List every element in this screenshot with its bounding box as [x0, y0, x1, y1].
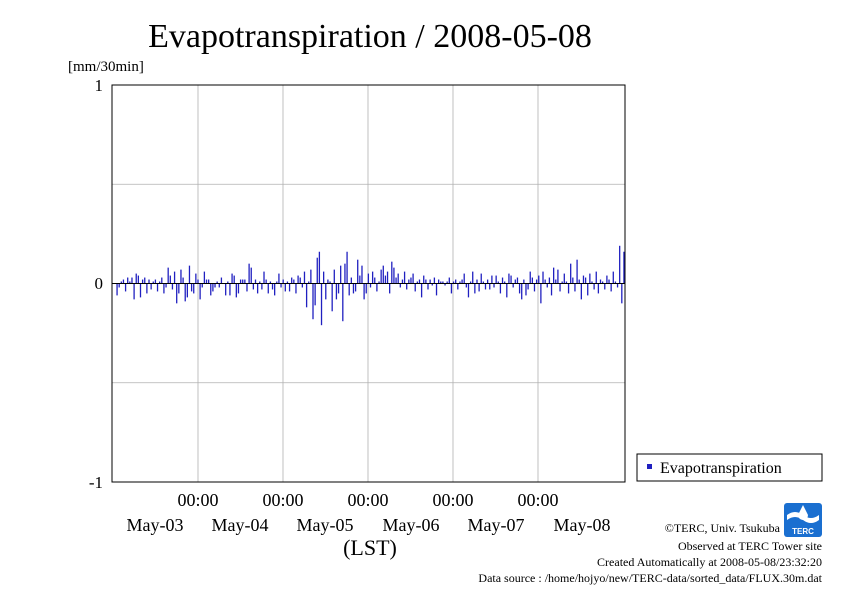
x-date-label-4: May-06 — [383, 515, 440, 535]
legend: Evapotranspiration — [636, 453, 823, 482]
y-tick-label-top: 1 — [95, 76, 104, 95]
x-date-label-5: May-07 — [468, 515, 525, 535]
legend-box — [636, 453, 823, 482]
footer-created: Created Automatically at 2008-05-08/23:3… — [597, 555, 822, 569]
y-tick-label-bottom: -1 — [89, 473, 103, 492]
x-time-label-3: 00:00 — [347, 490, 388, 510]
x-time-label-2: 00:00 — [262, 490, 303, 510]
plot-area — [111, 84, 626, 483]
chart-title: Evapotranspiration / 2008-05-08 — [148, 18, 592, 55]
x-time-label-1: 00:00 — [177, 490, 218, 510]
legend-label: Evapotranspiration — [660, 460, 782, 477]
x-date-label-1: May-03 — [127, 515, 184, 535]
y-tick-label-zero: 0 — [95, 274, 104, 293]
footer-credit: ©TERC, Univ. Tsukuba — [665, 521, 781, 535]
x-date-label-2: May-04 — [212, 515, 269, 535]
terc-logo-text: TERC — [792, 527, 814, 536]
legend-swatch — [647, 464, 652, 469]
x-date-label-6: May-08 — [554, 515, 611, 535]
footer-source: Data source : /home/hojyo/new/TERC-data/… — [478, 571, 822, 585]
bar-series — [116, 245, 625, 326]
x-axis-label: (LST) — [343, 535, 397, 560]
x-date-label-3: May-05 — [297, 515, 354, 535]
plot-frame — [111, 84, 626, 483]
footer-site: Observed at TERC Tower site — [678, 539, 822, 553]
terc-logo-icon: TERC — [784, 503, 822, 537]
x-time-label-4: 00:00 — [432, 490, 473, 510]
x-time-label-5: 00:00 — [517, 490, 558, 510]
y-axis-unit-label: [mm/30min] — [68, 59, 144, 75]
